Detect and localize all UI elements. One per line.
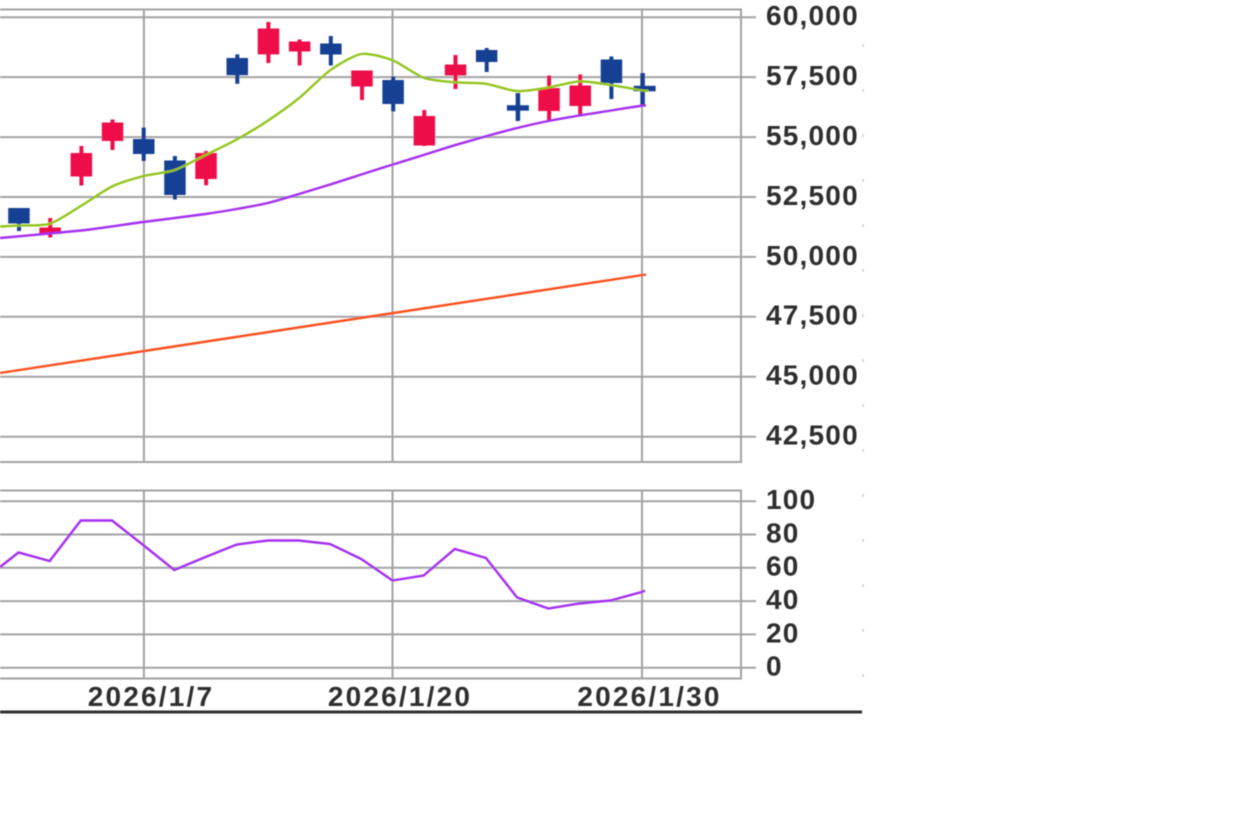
svg-text:40: 40: [766, 584, 800, 615]
svg-text:2026/1/20: 2026/1/20: [328, 681, 472, 712]
svg-text:2026/1/30: 2026/1/30: [577, 681, 721, 712]
svg-text:60: 60: [766, 551, 800, 582]
svg-text:60,000: 60,000: [766, 0, 859, 31]
svg-text:57,500: 57,500: [766, 60, 859, 91]
svg-text:80: 80: [766, 517, 800, 548]
svg-text:47,500: 47,500: [766, 300, 859, 331]
svg-text:55,000: 55,000: [766, 120, 859, 151]
svg-text:42,500: 42,500: [766, 420, 859, 451]
svg-text:2026/1/7: 2026/1/7: [88, 681, 215, 712]
svg-text:52,500: 52,500: [766, 180, 859, 211]
svg-text:45,000: 45,000: [766, 360, 859, 391]
svg-text:50,000: 50,000: [766, 240, 859, 271]
svg-text:100: 100: [766, 484, 816, 515]
svg-text:20: 20: [766, 617, 800, 648]
svg-text:0: 0: [766, 651, 783, 682]
